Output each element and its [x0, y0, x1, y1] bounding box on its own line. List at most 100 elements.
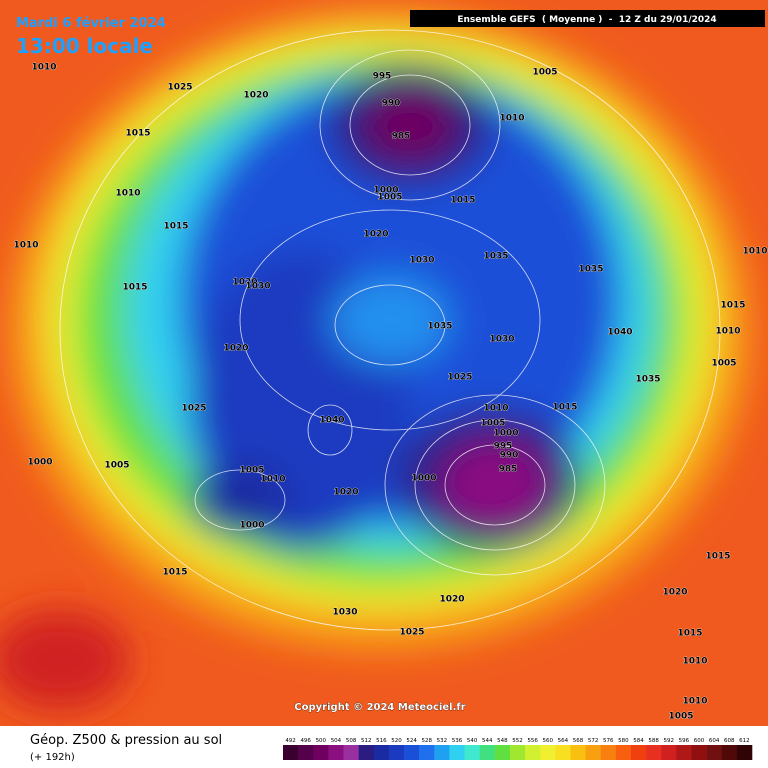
- isobar-label: 1000: [411, 474, 436, 484]
- isobar-label: 990: [382, 99, 401, 109]
- scale-label: 608: [724, 738, 735, 744]
- scale-swatch: [736, 745, 753, 760]
- isobar-label: 1005: [532, 68, 557, 78]
- scale-swatch: [600, 745, 617, 760]
- scale-label: 580: [618, 738, 629, 744]
- isobar-label: 1010: [260, 475, 285, 485]
- isobar-label: 990: [500, 451, 519, 461]
- isobar-label: 1020: [333, 488, 358, 498]
- time-label: 13:00 locale: [16, 34, 153, 58]
- scale-label: 512: [361, 738, 372, 744]
- isobar-label: 1025: [447, 373, 472, 383]
- scale-label: 528: [421, 738, 432, 744]
- model-banner: [410, 10, 765, 27]
- footer-title: Géop. Z500 & pression au sol: [30, 733, 222, 748]
- isobar-label: 1025: [399, 628, 424, 638]
- scale-swatch: [494, 745, 511, 760]
- isobar-label: 1020: [232, 278, 257, 288]
- isobar-label: 1020: [243, 91, 268, 101]
- isobar-label: 1010: [483, 404, 508, 414]
- isobar-label: 1005: [711, 359, 736, 369]
- isobar-label: 1020: [223, 344, 248, 354]
- isobar-label: 1005: [377, 193, 402, 203]
- scale-swatch: [283, 745, 299, 760]
- scale-label: 560: [543, 738, 554, 744]
- isobar-label: 1015: [720, 301, 745, 311]
- scale-swatch: [358, 745, 375, 760]
- scale-swatch: [419, 745, 435, 760]
- isobar-label: 985: [392, 132, 411, 142]
- scale-swatch: [570, 745, 586, 760]
- isobar-label: 1015: [163, 222, 188, 232]
- isobar-label: 1000: [239, 521, 264, 531]
- isobar-label: 1010: [742, 247, 767, 257]
- isobar-label: 1040: [607, 328, 632, 338]
- scale-label: 520: [391, 738, 402, 744]
- scale-swatch: [298, 745, 314, 760]
- isobar-label: 1025: [181, 404, 206, 414]
- isobar-label: 1015: [677, 629, 702, 639]
- isobar-label: 1040: [319, 416, 344, 426]
- date-label: Mardi 6 février 2024: [16, 16, 166, 31]
- scale-swatch: [721, 745, 738, 760]
- scale-swatch: [509, 745, 526, 760]
- scale-swatch: [404, 745, 420, 760]
- scale-swatch: [464, 745, 480, 760]
- scale-swatch: [630, 745, 647, 760]
- isobar-label: 995: [373, 72, 392, 82]
- isobar-label: 1035: [483, 252, 508, 262]
- scale-swatch: [676, 745, 692, 760]
- isobar-label: 1005: [104, 461, 129, 471]
- isobar-label: 1025: [167, 83, 192, 93]
- scale-swatch: [661, 745, 677, 760]
- scale-label: 596: [679, 738, 690, 744]
- scale-swatch: [434, 745, 450, 760]
- isobar-label: 1015: [125, 129, 150, 139]
- map-field: [0, 0, 768, 726]
- scale-label: 612: [739, 738, 750, 744]
- isobar-label: 1035: [578, 265, 603, 275]
- isobar-label: 1005: [239, 466, 264, 476]
- isobar-label: 1010: [115, 189, 140, 199]
- isobar-label: 1000: [373, 186, 398, 196]
- isobar-label: 1030: [245, 282, 270, 292]
- isobar-label: 1035: [635, 375, 660, 385]
- isobar-label: 1030: [332, 608, 357, 618]
- isobar-label: 1015: [552, 403, 577, 413]
- isobar-label: 1010: [682, 697, 707, 707]
- isobar-label: 1015: [162, 568, 187, 578]
- scale-label: 524: [406, 738, 417, 744]
- isobar-label: 1000: [493, 429, 518, 439]
- scale-label: 516: [376, 738, 387, 744]
- isobar-label: 995: [494, 442, 513, 452]
- scale-label: 536: [452, 738, 463, 744]
- scale-label: 568: [573, 738, 584, 744]
- scale-label: 572: [588, 738, 599, 744]
- isobar-label: 1010: [31, 63, 56, 73]
- scale-label: 592: [664, 738, 675, 744]
- scale-swatch: [555, 745, 571, 760]
- scale-label: 552: [512, 738, 523, 744]
- isobar-label: 1020: [439, 595, 464, 605]
- scale-swatch: [388, 745, 405, 760]
- scale-label: 532: [437, 738, 448, 744]
- scale-label: 564: [558, 738, 569, 744]
- copyright: Copyright © 2024 Meteociel.fr: [294, 702, 465, 713]
- scale-swatch: [706, 745, 723, 760]
- isobar-label: 1005: [668, 712, 693, 722]
- scale-label: 500: [316, 738, 327, 744]
- scale-label: 504: [331, 738, 342, 744]
- scale-label: 492: [285, 738, 296, 744]
- scale-swatch: [615, 745, 632, 760]
- scale-swatch: [373, 745, 390, 760]
- isobar-label: 1015: [705, 552, 730, 562]
- isobar-label: 1010: [13, 241, 38, 251]
- isobar-label: 1035: [427, 322, 452, 332]
- model-label: Ensemble GEFS ( Moyenne ) - 12 Z du 29/0…: [457, 15, 716, 25]
- scale-swatch: [585, 745, 602, 760]
- lead-time: (+ 192h): [30, 752, 75, 763]
- scale-label: 556: [527, 738, 538, 744]
- isobar-label: 1010: [682, 657, 707, 667]
